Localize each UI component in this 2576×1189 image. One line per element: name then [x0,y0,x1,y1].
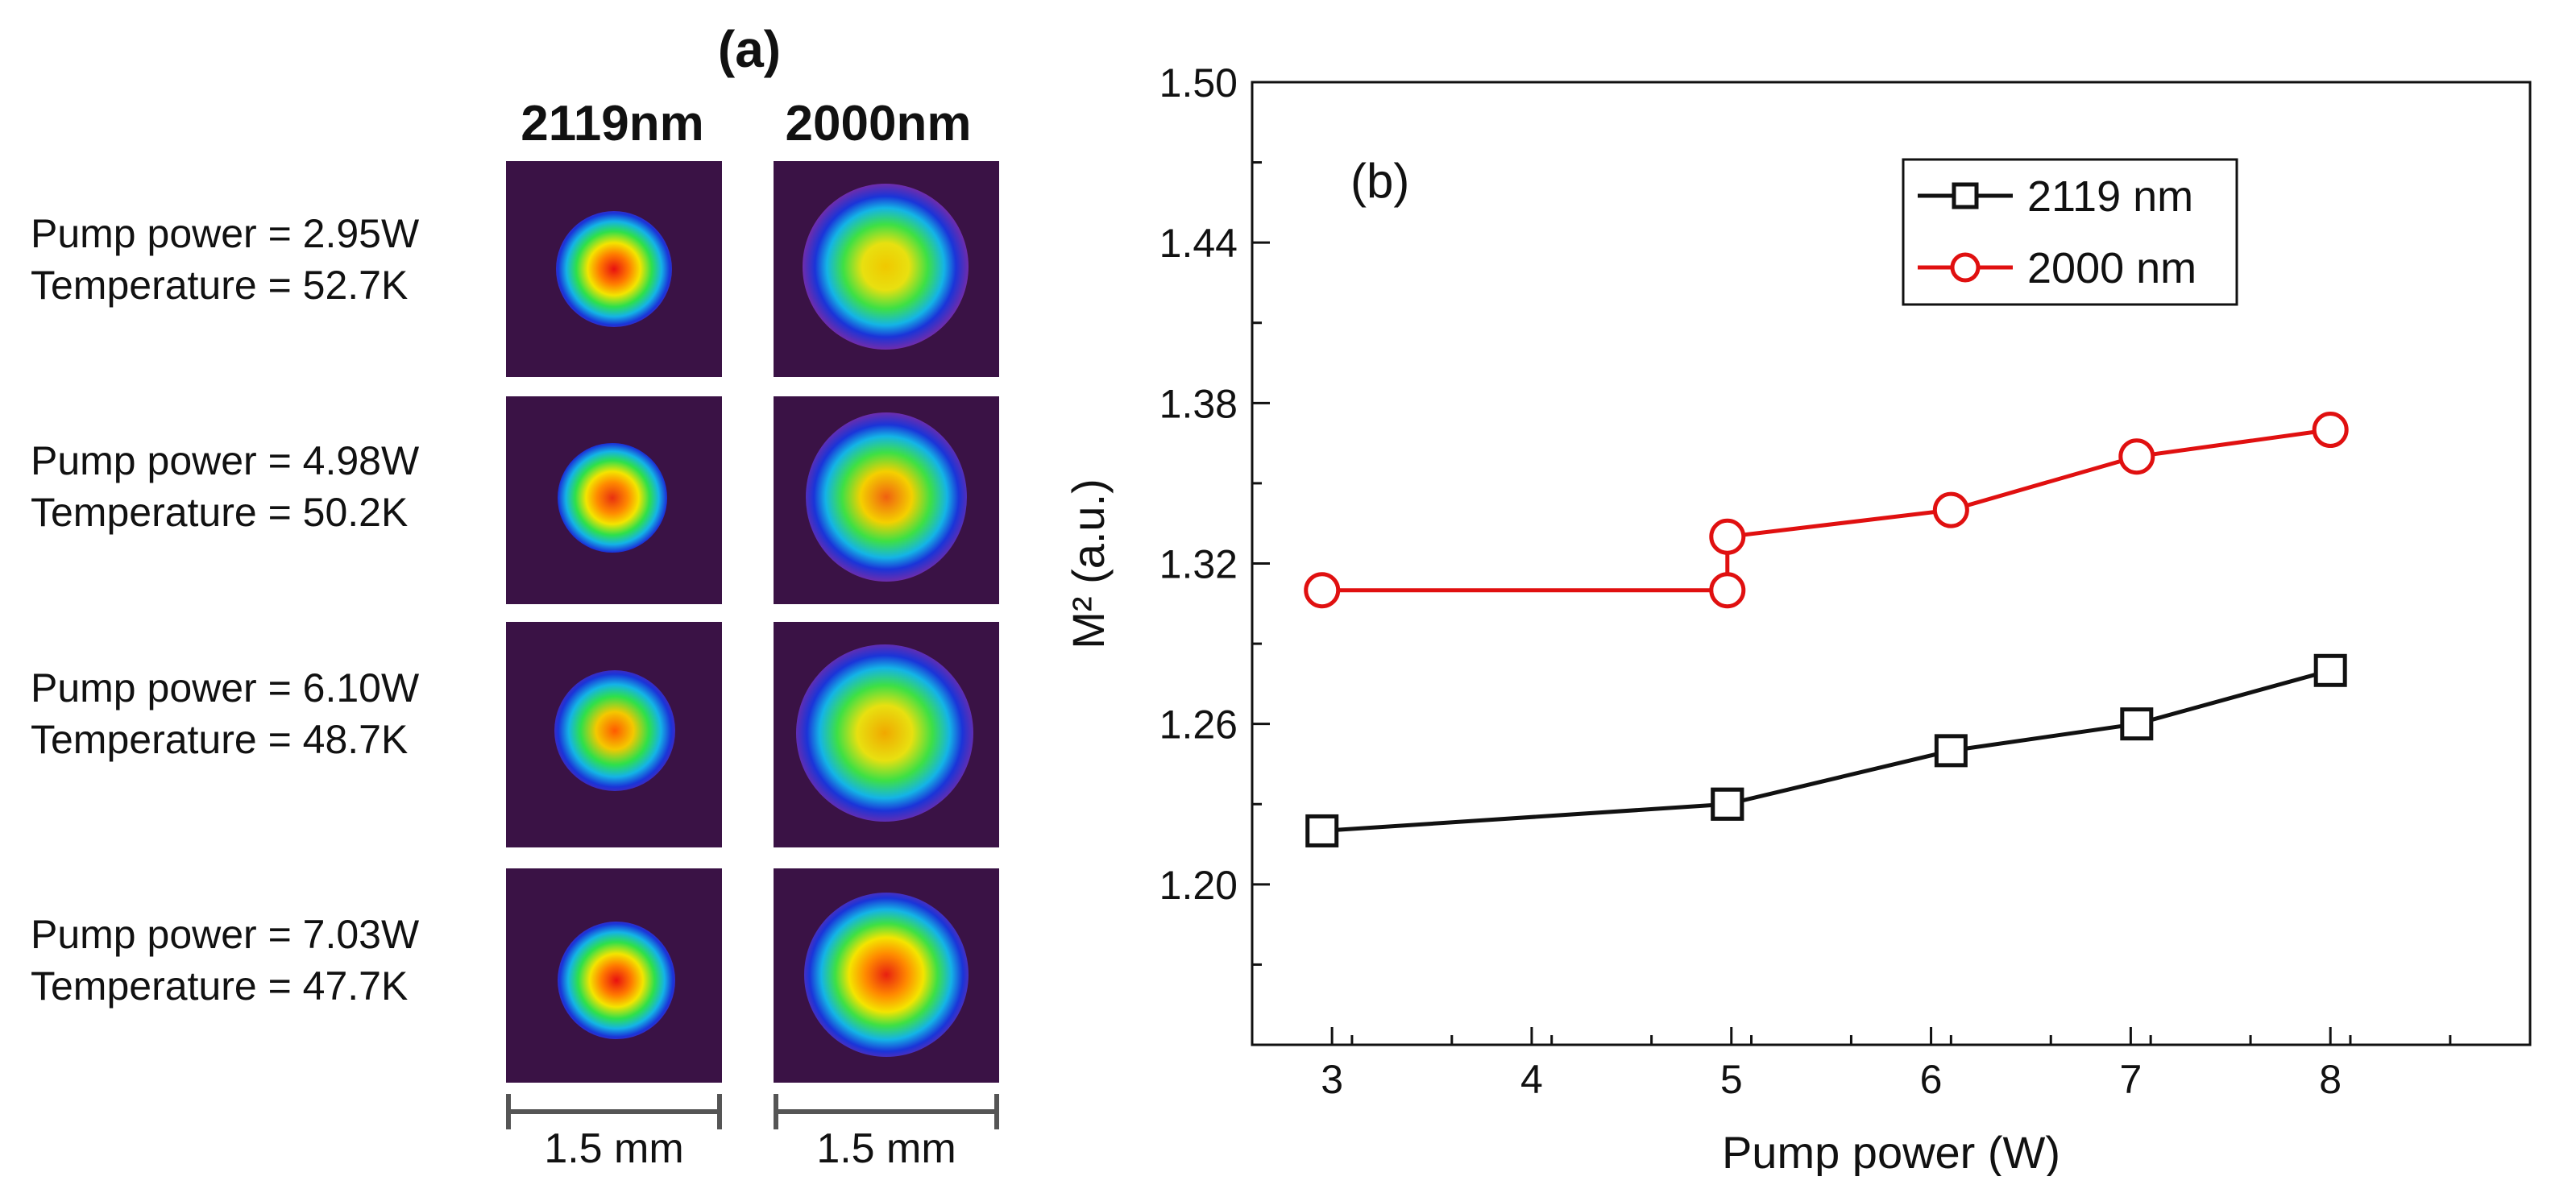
line-chart: 1.20 1.26 1.32 1.38 1.44 1.50 3 4 5 6 7 8 (b) Pump… [1063,60,2532,1176]
scale-bar-2000nm [774,1109,999,1114]
scale-bar-right-tick [994,1094,999,1129]
legend-marker-circle [1950,252,1981,283]
beam-profile-2119nm-row4 [506,868,722,1083]
y-tick-label: 1.32 [1159,542,1238,587]
data-point-2119nm [1711,787,1744,821]
data-point-2119nm [1934,734,1968,768]
temperature-label: Temperature = 52.7K [31,263,409,308]
temperature-label: Temperature = 48.7K [31,717,409,762]
beam-profile-2000nm-row4 [774,868,999,1083]
column-header-2000nm: 2000nm [785,96,972,151]
beam-profile-2000nm-row1 [774,161,999,377]
pump-power-label: Pump power = 6.10W [31,665,420,710]
plot-frame [1251,81,2532,1046]
pump-power-label: Pump power = 2.95W [31,211,420,256]
y-tick-label: 1.26 [1159,702,1238,748]
scale-label-2000nm: 1.5 mm [816,1125,956,1172]
pump-power-label: Pump power = 7.03W [31,912,420,957]
y-axis-label: M² (a.u.) [1063,478,1114,649]
beam-profile-2119nm-row3 [506,622,722,847]
scale-bar-right-tick [717,1094,722,1129]
series-layer [1304,412,2349,847]
beam-profile-2000nm-row3 [774,622,999,847]
legend-marker-square [1952,182,1979,209]
data-point-2000nm [2118,438,2155,475]
panel-b-label: (b) [1350,154,1409,208]
data-point-2000nm [1709,572,1746,609]
x-tick-label: 6 [1920,1057,1943,1102]
data-point-2000nm [1304,572,1341,609]
legend: 2119 nm 2000 nm [1902,158,2238,306]
x-axis-ticks: 3 4 5 6 7 8 [1251,1027,2452,1102]
row-label-2: Pump power = 4.98W Temperature = 50.2K [31,435,419,538]
panel-a-label: (a) [717,20,782,78]
row-label-4: Pump power = 7.03W Temperature = 47.7K [31,909,419,1012]
x-tick-label: 4 [1520,1057,1543,1102]
data-point-2000nm [1709,518,1746,555]
beam-profile-2000nm-row2 [774,396,999,604]
scale-label-2119nm: 1.5 mm [544,1125,684,1172]
beam-profile-2119nm-row1 [506,161,722,377]
legend-label-2119nm: 2119 nm [2027,172,2193,221]
y-tick-label: 1.20 [1159,863,1238,908]
data-point-2000nm [1932,491,1969,528]
y-axis-ticks: 1.20 1.26 1.32 1.38 1.44 1.50 [1159,60,1270,966]
beam-profile-2119nm-row2 [506,396,722,604]
x-axis-label: Pump power (W) [1722,1127,2060,1176]
temperature-label: Temperature = 47.7K [31,963,409,1009]
scale-bar-2119nm [506,1109,722,1114]
row-label-1: Pump power = 2.95W Temperature = 52.7K [31,208,419,311]
y-tick-label: 1.50 [1159,60,1238,106]
data-point-2119nm [2120,707,2154,741]
x-tick-label: 3 [1321,1057,1343,1102]
y-tick-label: 1.44 [1159,221,1238,266]
data-point-2119nm [2313,653,2347,687]
x-tick-label: 8 [2319,1057,2342,1102]
row-label-3: Pump power = 6.10W Temperature = 48.7K [31,662,419,765]
y-tick-label: 1.38 [1159,381,1238,426]
series-line-2000nm [1321,428,2331,593]
series-line-2119nm [1321,668,2331,833]
x-tick-label: 5 [1720,1057,1743,1102]
pump-power-label: Pump power = 4.98W [31,438,420,483]
column-header-2119nm: 2119nm [521,96,704,151]
data-point-2119nm [1305,814,1339,847]
x-tick-label: 7 [2119,1057,2142,1102]
data-point-2000nm [2312,412,2349,449]
temperature-label: Temperature = 50.2K [31,490,409,535]
legend-label-2000nm: 2000 nm [2027,244,2196,292]
